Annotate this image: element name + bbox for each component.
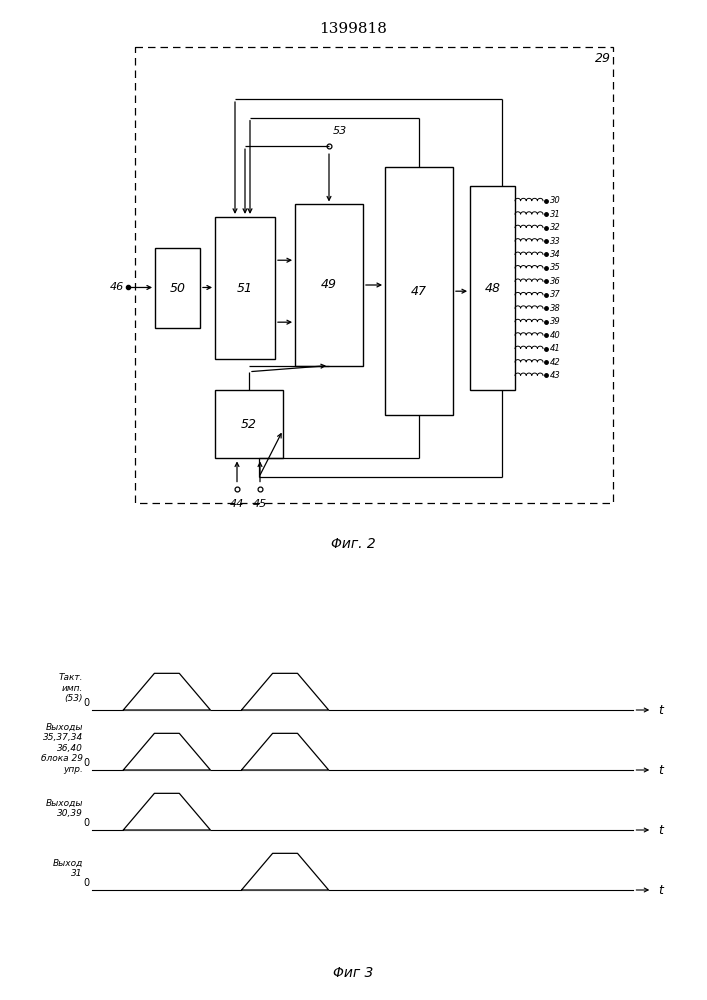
Text: 0: 0 [83,878,89,888]
Text: 40: 40 [550,331,561,340]
Text: 51: 51 [237,282,253,295]
Text: 30: 30 [550,196,561,205]
Bar [215,217,275,359]
Text: 49: 49 [321,278,337,292]
Bar [215,390,283,458]
Text: 47: 47 [411,285,427,298]
Text: 34: 34 [550,250,561,259]
Text: 0: 0 [83,758,89,768]
Text: Φиг. 2: Φиг. 2 [331,537,375,551]
Bar [155,248,200,328]
Polygon shape [242,673,329,710]
Text: Выходы
35,37,34
36,40
блока 29
упр.: Выходы 35,37,34 36,40 блока 29 упр. [41,723,83,774]
Text: Φиг 3: Φиг 3 [333,966,374,980]
Text: 50: 50 [170,282,185,295]
Bar [385,167,453,415]
Text: t: t [658,884,663,896]
Text: 31: 31 [550,210,561,219]
Text: t: t [658,823,663,836]
Text: 43: 43 [550,371,561,380]
Polygon shape [242,733,329,770]
Bar [295,204,363,366]
Text: Выходы
30,39: Выходы 30,39 [45,799,83,818]
Text: 46: 46 [110,282,124,292]
Text: 0: 0 [83,818,89,828]
Bar [135,47,613,503]
Polygon shape [123,673,211,710]
Text: Выход
31: Выход 31 [52,859,83,878]
Text: t: t [658,704,663,716]
Text: 39: 39 [550,317,561,326]
Text: 38: 38 [550,304,561,313]
Text: 1399818: 1399818 [319,22,387,36]
Text: 53: 53 [333,126,347,136]
Bar [470,186,515,390]
Polygon shape [123,733,211,770]
Text: Такт.
имп.
(53): Такт. имп. (53) [59,673,83,703]
Text: 44: 44 [230,499,244,509]
Polygon shape [242,853,329,890]
Text: 41: 41 [550,344,561,353]
Text: 35: 35 [550,263,561,272]
Text: 52: 52 [241,418,257,431]
Polygon shape [123,793,211,830]
Text: 29: 29 [595,52,611,65]
Text: t: t [658,764,663,776]
Text: 42: 42 [550,358,561,367]
Text: 36: 36 [550,277,561,286]
Text: 45: 45 [253,499,267,509]
Text: 37: 37 [550,290,561,299]
Text: 32: 32 [550,223,561,232]
Text: 0: 0 [83,698,89,708]
Text: 48: 48 [484,282,501,295]
Text: 33: 33 [550,237,561,246]
